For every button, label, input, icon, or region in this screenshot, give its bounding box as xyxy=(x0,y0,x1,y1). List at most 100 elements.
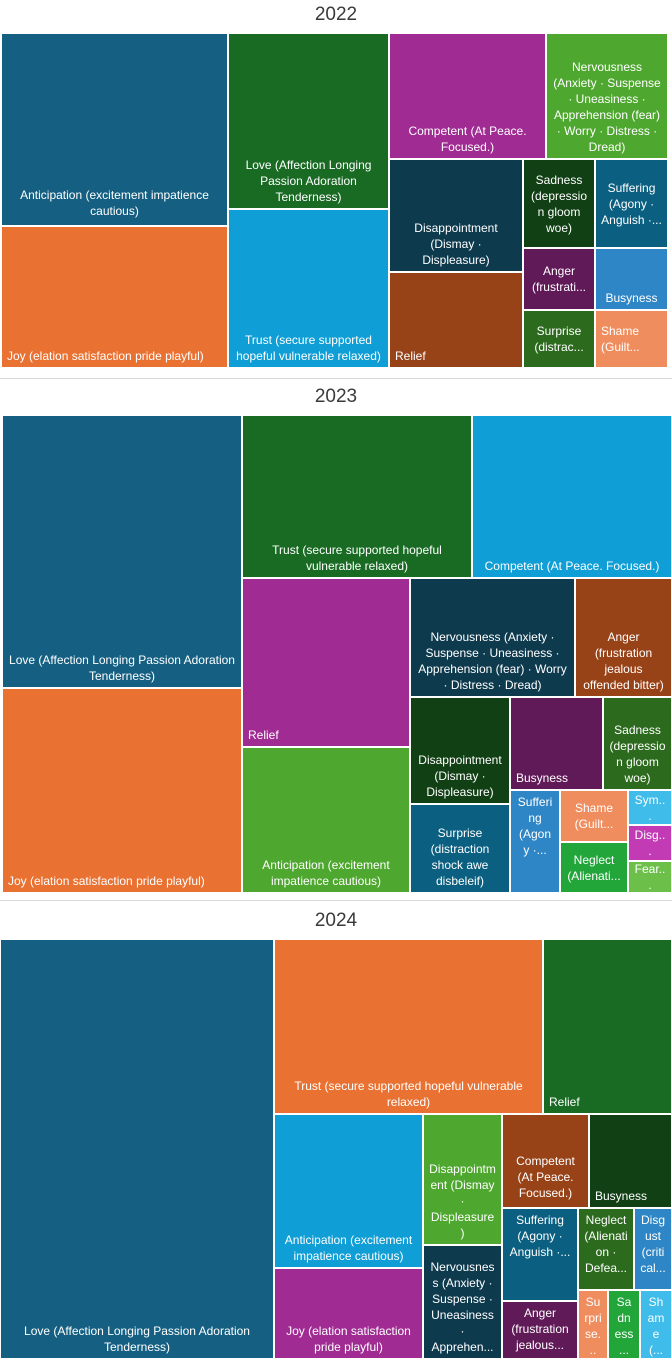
tile-label: Sadness... xyxy=(614,1295,634,1357)
panel-separator xyxy=(0,378,672,379)
tile-2023-trust: Trust (secure supported hopeful vulnerab… xyxy=(242,415,472,578)
tile-label: Disg... xyxy=(634,828,666,858)
tile-label: Suffering (Agony · Anguish ·... xyxy=(509,1213,571,1259)
chart-title-2024: 2024 xyxy=(314,910,358,931)
tile-2023-nervousness: Nervousness (Anxiety · Suspense · Uneasi… xyxy=(410,578,575,697)
tile-2023-anger: Anger (frustration jealous offended bitt… xyxy=(575,578,672,697)
tile-label: Nervousness (Anxiety · Suspense · Uneasi… xyxy=(418,630,567,692)
tile-label: Competent (At Peace. Focused.) xyxy=(408,124,527,154)
tile-label: Nervousness (Anxiety · Suspense · Uneasi… xyxy=(553,60,661,154)
tile-2024-nervousness: Nervousness (Anxiety · Suspense · Uneasi… xyxy=(423,1245,502,1359)
tile-label: Trust (secure supported hopeful vulnerab… xyxy=(236,333,381,363)
tile-2024-anger: Anger (frustration jealous... xyxy=(502,1301,578,1359)
chart-title-2022: 2022 xyxy=(314,4,358,25)
tile-2023-fear: Fear... xyxy=(628,861,672,893)
tile-label: Sadness (depression gloom woe) xyxy=(609,723,666,785)
tile-2024-busyness: Busyness xyxy=(589,1114,672,1208)
tile-label: Relief xyxy=(395,349,426,363)
tile-label: Disappointment (Dismay · Displeasure) xyxy=(414,221,498,267)
tile-2023-disappointment: Disappointment (Dismay · Displeasure) xyxy=(410,697,510,804)
tile-2022-love: Love (Affection Longing Passion Adoratio… xyxy=(228,33,389,209)
tile-label: Neglect (Alienation · Defea... xyxy=(584,1213,628,1275)
tile-label: Anticipation (excitement impatience caut… xyxy=(262,858,390,888)
tile-2024-love: Love (Affection Longing Passion Adoratio… xyxy=(0,939,274,1359)
tile-label: Suffering (Agony ·... xyxy=(517,795,553,857)
tile-2023-neglect: Neglect (Alienati... xyxy=(560,842,628,893)
tile-2023-competent: Competent (At Peace. Focused.) xyxy=(472,415,672,578)
tile-2022-shame: Shame (Guilt... xyxy=(595,310,668,368)
tile-label: Joy (elation satisfaction pride playful) xyxy=(7,349,204,363)
tile-2023-relief: Relief xyxy=(242,578,410,747)
tile-label: Trust (secure supported hopeful vulnerab… xyxy=(272,543,442,573)
tile-label: Surprise... xyxy=(584,1295,602,1357)
tile-2023-surprise: Surprise (distraction shock awe disbelei… xyxy=(410,804,510,893)
tile-label: Anger (frustration jealous... xyxy=(511,1306,569,1352)
tile-2023-sadness: Sadness (depression gloom woe) xyxy=(603,697,672,790)
tile-label: Anger (frustration jealous offended bitt… xyxy=(583,630,664,692)
tile-label: Disgust (critical... xyxy=(640,1213,666,1275)
tile-label: Nervousness (Anxiety · Suspense · Uneasi… xyxy=(430,1260,495,1354)
tile-label: Surprise (distraction shock awe disbelei… xyxy=(430,826,490,888)
tile-2022-relief: Relief xyxy=(389,272,523,368)
tile-2023-love: Love (Affection Longing Passion Adoratio… xyxy=(2,415,242,688)
tile-2024-suffering: Suffering (Agony · Anguish ·... xyxy=(502,1208,578,1301)
tile-2022-trust: Trust (secure supported hopeful vulnerab… xyxy=(228,209,389,368)
tile-label: Shame (... xyxy=(647,1295,665,1357)
tile-2022-busyness: Busyness xyxy=(595,248,668,310)
tile-label: Disappointment (Dismay · Displeasure) xyxy=(429,1162,496,1240)
tile-label: Busyness xyxy=(605,291,658,305)
tile-2024-shame: Shame (... xyxy=(640,1290,672,1359)
tile-2024-relief: Relief xyxy=(543,939,672,1114)
tile-2024-neglect: Neglect (Alienation · Defea... xyxy=(578,1208,634,1290)
tile-label: Anger (frustrati... xyxy=(531,264,586,294)
tile-label: Anticipation (excitement impatience caut… xyxy=(20,188,209,218)
tile-2024-anticipation: Anticipation (excitement impatience caut… xyxy=(274,1114,423,1268)
chart-title-2023: 2023 xyxy=(314,386,358,407)
tile-2022-disappointment: Disappointment (Dismay · Displeasure) xyxy=(389,159,523,272)
tile-2022-surprise: Surprise (distrac... xyxy=(523,310,595,368)
tile-2022-anger: Anger (frustrati... xyxy=(523,248,595,310)
tile-label: Joy (elation satisfaction pride playful) xyxy=(286,1324,411,1354)
tile-2024-disappointment: Disappointment (Dismay · Displeasure) xyxy=(423,1114,502,1245)
tile-2023-sym: Sym... xyxy=(628,790,672,825)
tile-2022-suffering: Suffering (Agony · Anguish ·... xyxy=(595,159,668,248)
tile-label: Fear... xyxy=(634,862,666,892)
tile-label: Surprise (distrac... xyxy=(534,324,584,354)
tile-2023-shame: Shame (Guilt... xyxy=(560,790,628,842)
tile-label: Sadness (depression gloom woe) xyxy=(530,172,588,235)
tile-label: Busyness xyxy=(595,1189,648,1203)
tile-label: Love (Affection Longing Passion Adoratio… xyxy=(9,653,235,683)
tile-label: Competent (At Peace. Focused.) xyxy=(484,559,660,573)
tile-2024-trust: Trust (secure supported hopeful vulnerab… xyxy=(274,939,543,1114)
tile-2023-suffering: Suffering (Agony ·... xyxy=(510,790,560,893)
tile-2022-nervousness: Nervousness (Anxiety · Suspense · Uneasi… xyxy=(546,33,668,159)
tile-label: Joy (elation satisfaction pride playful) xyxy=(8,874,205,888)
tile-2023-busyness: Busyness xyxy=(510,697,603,790)
tile-2024-sadness: Sadness... xyxy=(608,1290,640,1359)
tile-label: Love (Affection Longing Passion Adoratio… xyxy=(245,158,372,204)
tile-label: Anticipation (excitement impatience caut… xyxy=(284,1233,413,1263)
tile-label: Neglect (Alienati... xyxy=(567,852,621,883)
tile-label: Trust (secure supported hopeful vulnerab… xyxy=(294,1079,523,1109)
tile-2024-surprise: Surprise... xyxy=(578,1290,608,1359)
tile-label: Disappointment (Dismay · Displeasure) xyxy=(418,753,502,799)
tile-label: Relief xyxy=(549,1095,580,1109)
tile-2024-joy: Joy (elation satisfaction pride playful) xyxy=(274,1268,423,1359)
tile-label: Sym... xyxy=(634,792,666,823)
tile-2022-anticipation: Anticipation (excitement impatience caut… xyxy=(1,33,228,226)
tile-label: Busyness xyxy=(516,771,569,785)
tile-2022-joy: Joy (elation satisfaction pride playful) xyxy=(1,226,228,368)
tile-label: Competent (At Peace. Focused.) xyxy=(516,1154,575,1200)
tile-label: Shame (Guilt... xyxy=(601,324,640,354)
tile-2022-sadness: Sadness (depression gloom woe) xyxy=(523,159,595,248)
tile-2024-competent: Competent (At Peace. Focused.) xyxy=(502,1114,589,1208)
tile-2024-disgust: Disgust (critical... xyxy=(634,1208,672,1290)
panel-separator xyxy=(0,900,672,901)
tile-2023-joy: Joy (elation satisfaction pride playful) xyxy=(2,688,242,893)
tile-2023-anticipation: Anticipation (excitement impatience caut… xyxy=(242,747,410,893)
tile-2023-disg: Disg... xyxy=(628,825,672,861)
tile-label: Love (Affection Longing Passion Adoratio… xyxy=(24,1324,250,1354)
tile-label: Suffering (Agony · Anguish ·... xyxy=(601,180,662,227)
tile-label: Shame (Guilt... xyxy=(574,801,614,831)
tile-2022-competent: Competent (At Peace. Focused.) xyxy=(389,33,546,159)
